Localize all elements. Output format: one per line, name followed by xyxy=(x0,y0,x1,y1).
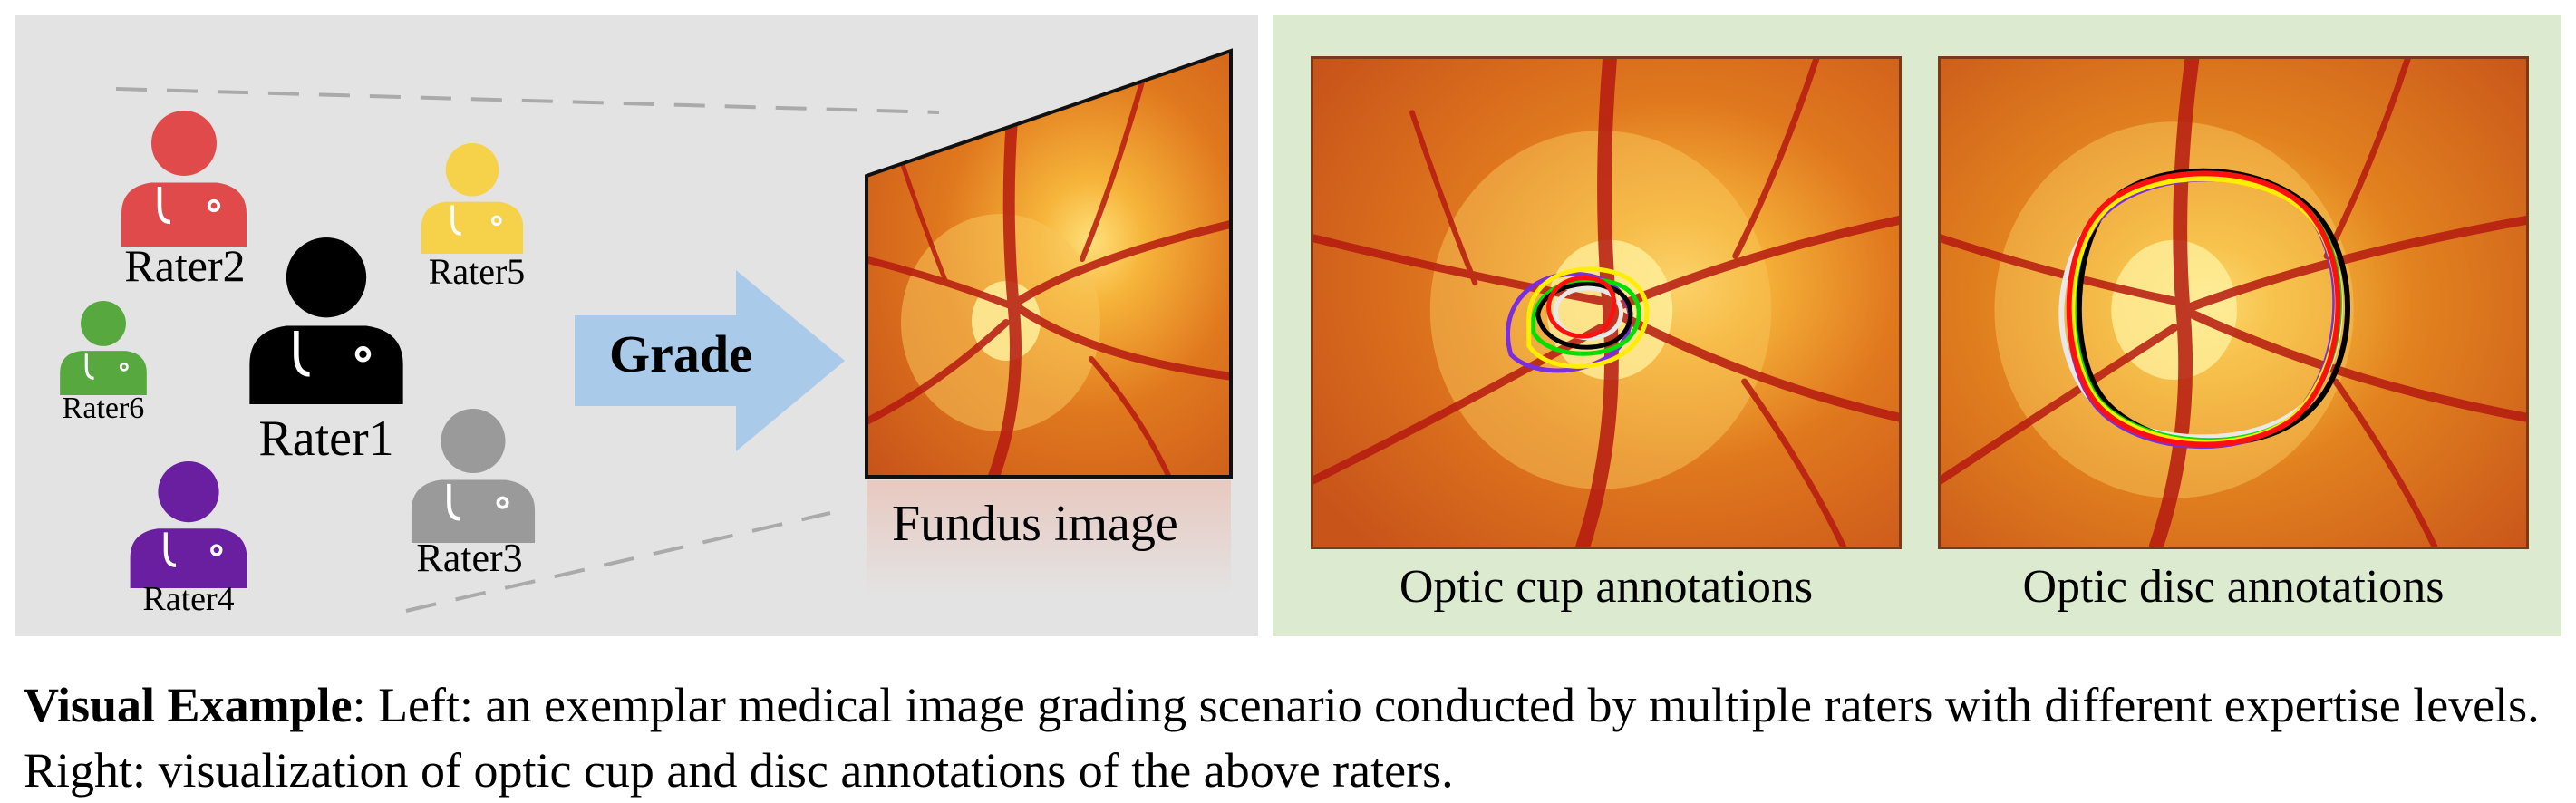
cup-contour-yellow xyxy=(1526,266,1650,369)
caption-title: Visual Example xyxy=(24,678,353,732)
optic-disc-caption: Optic disc annotations xyxy=(2022,561,2445,613)
rater1-label: Rater1 xyxy=(258,411,394,467)
figure-caption: Visual Example: Left: an exemplar medica… xyxy=(24,672,2561,803)
fundus-image xyxy=(865,48,1233,595)
caption-text: : Left: an exemplar medical image gradin… xyxy=(24,678,2540,798)
rater1-icon xyxy=(249,237,403,404)
optic-disc-image xyxy=(1938,56,2529,549)
rater6-icon xyxy=(60,301,147,395)
grade-label: Grade xyxy=(609,324,752,383)
optic-cup-caption: Optic cup annotations xyxy=(1399,561,1814,613)
grade-arrow xyxy=(575,270,845,451)
projection-lines xyxy=(115,87,940,613)
fundus-image-label: Fundus image xyxy=(892,496,1178,552)
rater6-label: Rater6 xyxy=(62,392,145,425)
rater5-label: Rater5 xyxy=(428,251,526,292)
rater2-label: Rater2 xyxy=(124,240,246,291)
cup-contour-red xyxy=(1546,276,1617,339)
rater4-icon xyxy=(130,461,247,588)
optic-cup-image xyxy=(1311,56,1902,549)
annotation-panel: Optic cup annotations xyxy=(1273,15,2561,636)
rater3-label: Rater3 xyxy=(416,536,523,580)
rater3-icon xyxy=(411,409,536,543)
disc-contour-red xyxy=(2066,170,2341,448)
grading-scenario-panel: Rater2 Rater5 Rater1 Rater6 Rater3 Rater xyxy=(15,15,1258,636)
rater5-icon xyxy=(421,143,524,254)
rater2-icon xyxy=(121,111,247,247)
rater4-label: Rater4 xyxy=(142,580,235,618)
cup-contour-black xyxy=(1535,282,1633,350)
